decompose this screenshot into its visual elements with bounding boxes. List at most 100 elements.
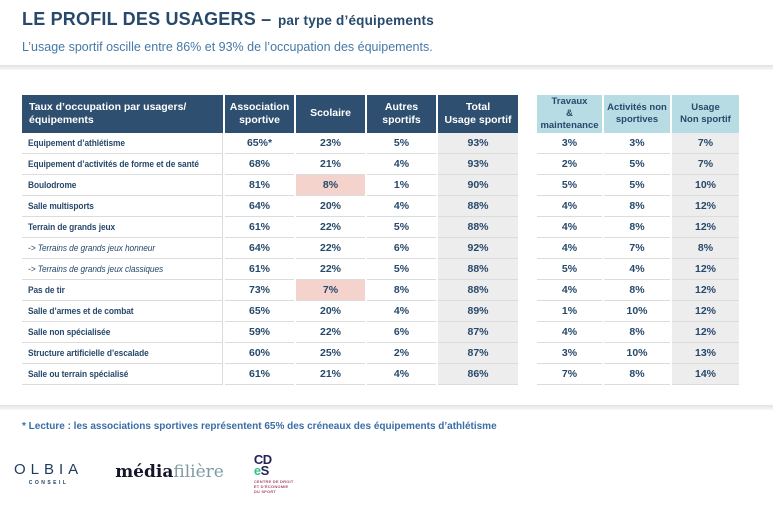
total-non-sport-value: 7% [672, 133, 739, 154]
equipment-label: Salle non spécialisée [22, 322, 223, 343]
usage-value: 20% [296, 301, 365, 322]
table-row: 4% 7% 8% [537, 238, 739, 259]
usage-value: 21% [296, 364, 365, 385]
total-sport-usage-value: 88% [438, 280, 518, 301]
usage-value: 22% [296, 217, 365, 238]
usage-value: 2% [367, 343, 436, 364]
partner-logos: OLBIA CONSEIL médiafilière CD eS CENTRE … [14, 452, 294, 495]
equipment-label: Equipement d’athlétisme [22, 133, 223, 154]
usage-value: 22% [296, 322, 365, 343]
non-sport-value: 7% [537, 364, 602, 385]
usage-value: 61% [225, 259, 294, 280]
equipment-label: Boulodrome [22, 175, 223, 196]
total-non-sport-value: 12% [672, 280, 739, 301]
total-sport-usage-value: 88% [438, 196, 518, 217]
equipment-label: -> Terrains de grands jeux classiques [22, 259, 223, 280]
non-sport-value: 8% [604, 280, 670, 301]
total-sport-usage-value: 93% [438, 133, 518, 154]
table-row: Salle non spécialisée 59% 22% 6% 87% [22, 322, 518, 343]
usage-value: 60% [225, 343, 294, 364]
bottom-divider [0, 405, 773, 410]
page-subtitle: L’usage sportif oscille entre 86% et 93%… [22, 40, 433, 54]
right-table-header-row: Travaux & maintenance Activités non sport… [537, 95, 739, 133]
right-table-header-1: Activités non sportives [604, 95, 670, 133]
table-row: Salle multisports 64% 20% 4% 88% [22, 196, 518, 217]
mediafiliere-logo: médiafilière [115, 462, 224, 482]
cdes-green-letter: e [253, 463, 261, 479]
total-sport-usage-value: 87% [438, 322, 518, 343]
main-occupancy-table: Taux d’occupation par usagers/ équipemen… [22, 95, 518, 385]
cdes-caption: CENTRE DE DROIT ET D’ÉCONOMIE DU SPORT [253, 479, 294, 495]
total-non-sport-value: 13% [672, 343, 739, 364]
cdes-last-letter: S [260, 463, 270, 479]
non-sport-value: 4% [537, 217, 602, 238]
total-sport-usage-value: 89% [438, 301, 518, 322]
non-sport-value: 5% [604, 175, 670, 196]
non-sport-value: 3% [537, 133, 602, 154]
total-sport-usage-value: 90% [438, 175, 518, 196]
table-row: Structure artificielle d’escalade 60% 25% 2… [22, 343, 518, 364]
usage-value: 65% [225, 301, 294, 322]
usage-value: 4% [367, 301, 436, 322]
equipment-label: Pas de tir [22, 280, 223, 301]
main-table-header-4: Total Usage sportif [438, 95, 518, 133]
usage-value: 22% [296, 259, 365, 280]
equipment-label: Salle d’armes et de combat [22, 301, 223, 322]
non-sport-value: 8% [604, 364, 670, 385]
total-non-sport-value: 12% [672, 322, 739, 343]
total-sport-usage-value: 92% [438, 238, 518, 259]
olbia-conseil-logo: OLBIA CONSEIL [14, 461, 83, 486]
non-sport-value: 8% [604, 217, 670, 238]
equipment-label: -> Terrains de grands jeux honneur [22, 238, 223, 259]
top-divider [0, 65, 773, 70]
cdes-logo: CD eS CENTRE DE DROIT ET D’ÉCONOMIE DU S… [253, 453, 294, 495]
equipment-label: Salle ou terrain spécialisé [22, 364, 223, 385]
usage-value: 23% [296, 133, 365, 154]
non-sport-value: 2% [537, 154, 602, 175]
table-row: 3% 3% 7% [537, 133, 739, 154]
equipment-label: Equipement d’activités de forme et de sa… [22, 154, 223, 175]
equipment-label: Terrain de grands jeux [22, 217, 223, 238]
usage-value: 5% [367, 259, 436, 280]
total-non-sport-value: 14% [672, 364, 739, 385]
usage-value: 25% [296, 343, 365, 364]
table-row: 5% 4% 12% [537, 259, 739, 280]
total-sport-usage-value: 88% [438, 259, 518, 280]
usage-value: 4% [367, 196, 436, 217]
right-table-header-2: Usage Non sportif [672, 95, 739, 133]
main-table-header-3: Autres sportifs [367, 95, 436, 133]
main-table-header-2: Scolaire [296, 95, 365, 133]
cdes-line2: eS [253, 463, 294, 479]
cdes-wordmark: CD eS [253, 453, 294, 479]
usage-value: 5% [367, 217, 436, 238]
usage-value: 59% [225, 322, 294, 343]
table-row: 4% 8% 12% [537, 196, 739, 217]
non-sport-value: 4% [537, 196, 602, 217]
table-row: 4% 8% 12% [537, 217, 739, 238]
total-non-sport-value: 7% [672, 154, 739, 175]
table-row: 5% 5% 10% [537, 175, 739, 196]
mediafiliere-part1: média [115, 462, 174, 482]
usage-value: 8% [296, 175, 365, 196]
usage-value: 4% [367, 154, 436, 175]
usage-value: 6% [367, 322, 436, 343]
non-sport-value: 4% [537, 238, 602, 259]
usage-value: 5% [367, 133, 436, 154]
usage-value: 61% [225, 364, 294, 385]
total-sport-usage-value: 86% [438, 364, 518, 385]
non-sport-value: 4% [604, 259, 670, 280]
total-non-sport-value: 10% [672, 175, 739, 196]
non-sport-value: 4% [537, 322, 602, 343]
usage-value: 64% [225, 196, 294, 217]
usage-value: 81% [225, 175, 294, 196]
table-row: Boulodrome 81% 8% 1% 90% [22, 175, 518, 196]
total-non-sport-value: 12% [672, 217, 739, 238]
usage-value: 65%* [225, 133, 294, 154]
non-sport-value: 8% [604, 322, 670, 343]
table-row: 1% 10% 12% [537, 301, 739, 322]
table-row: 7% 8% 14% [537, 364, 739, 385]
table-row: 4% 8% 12% [537, 322, 739, 343]
non-sport-value: 5% [537, 175, 602, 196]
table-row: Pas de tir 73% 7% 8% 88% [22, 280, 518, 301]
non-sport-value: 3% [604, 133, 670, 154]
